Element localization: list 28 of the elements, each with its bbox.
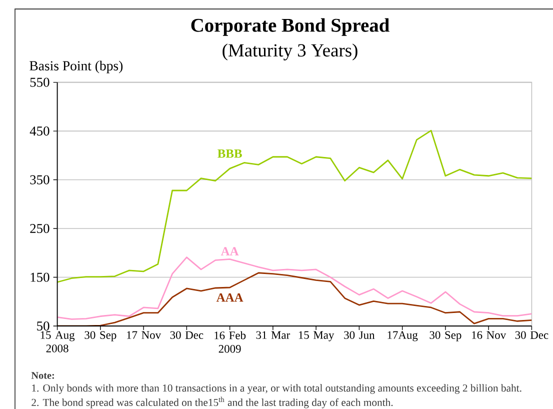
x-tick-label: 17Aug [388, 331, 418, 342]
text: 2. The bond spread was calculated on the15$^{th}$ and the last trading day of each month. [32, 396, 393, 408]
y-tick-label: 350 [30, 175, 50, 184]
y-tick-label: 550 [30, 78, 50, 87]
series-label: BBB [218, 149, 242, 158]
text: 1. Only bonds with more than 10 transactions in a year, or with total outstanding amounts exceeding 2 billion baht. [32, 384, 522, 394]
text: Note: [31, 372, 54, 379]
y-tick-label: 50 [37, 321, 50, 331]
y-tick-label: 150 [30, 272, 50, 282]
y-axis-title: Basis Point (bps) [30, 60, 123, 74]
x-tick-label: 30 Jun [344, 331, 375, 339]
series-label: AAA [216, 293, 244, 302]
x-tick-label: 30 Dec [515, 331, 548, 339]
x-tick-label: 30 Sep [430, 331, 462, 342]
chart-subtitle: (Maturity 3 Years) [222, 44, 358, 60]
x-tick-label: 30 Sep [84, 331, 116, 342]
y-tick-label: 250 [30, 224, 50, 234]
line-series [57, 130, 532, 283]
x-tick-label: 15 Aug 2008 [40, 331, 75, 352]
chart-title: Corporate Bond Spread [191, 18, 390, 36]
x-tick-label: 16 Feb 2009 [214, 331, 246, 353]
x-tick-label: 17 Nov [127, 331, 162, 339]
x-tick-label: 31 Mar [256, 331, 290, 339]
x-tick-label: 16 Nov [472, 331, 506, 339]
x-tick-label: 15 May [298, 331, 334, 342]
x-tick-label: 30 Dec [170, 331, 204, 339]
series-label: AA [220, 247, 239, 256]
y-tick-label: 450 [30, 126, 50, 136]
